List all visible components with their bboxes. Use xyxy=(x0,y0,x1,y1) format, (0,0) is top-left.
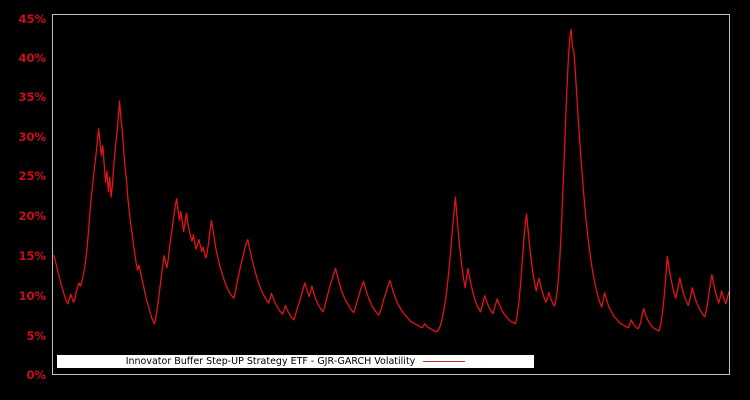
y-axis-tick-label: 10% xyxy=(18,289,46,303)
y-axis-tick-label: 20% xyxy=(18,209,46,223)
plot-area xyxy=(52,14,730,375)
chart-legend: Innovator Buffer Step-UP Strategy ETF - … xyxy=(57,355,534,368)
y-axis-tick-label: 5% xyxy=(26,329,46,343)
y-axis-tick-label: 15% xyxy=(18,249,46,263)
series-line-volatility xyxy=(53,28,729,333)
y-axis-tick-label: 0% xyxy=(26,368,46,382)
legend-label-volatility: Innovator Buffer Step-UP Strategy ETF - … xyxy=(125,355,416,367)
y-axis-tick-label: 30% xyxy=(18,130,46,144)
y-axis-tick-label: 45% xyxy=(18,12,46,26)
y-axis-tick-label: 25% xyxy=(18,169,46,183)
legend-line-swatch xyxy=(423,361,466,362)
series-polyline xyxy=(53,28,729,333)
y-axis-tick-label: 40% xyxy=(18,51,46,65)
y-axis-tick-label: 35% xyxy=(18,90,46,104)
